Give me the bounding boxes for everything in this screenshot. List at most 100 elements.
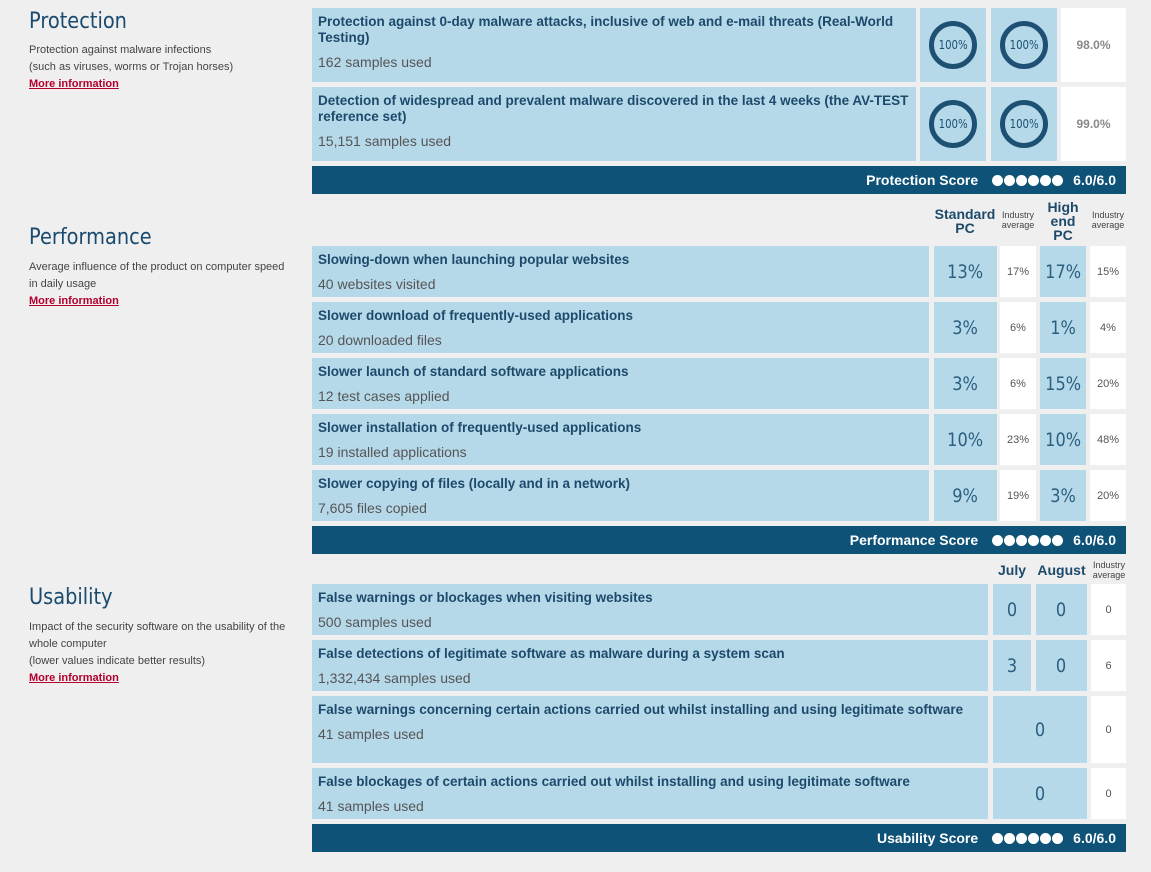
score-dot [1028,832,1040,844]
more-information-link[interactable]: More information [29,78,119,90]
high-end-pc-value: 3% [1040,470,1086,521]
test-name: Slowing-down when launching popular webs… [318,252,630,267]
score-value: 6.0/6.0 [1073,532,1116,548]
section-title-protection: Protection [29,9,127,34]
more-information-link[interactable]: More information [29,672,119,684]
performance-score-bar: Performance Score 6.0/6.0 [312,526,1126,554]
result-month-2: 100% [991,8,1057,82]
score-dots [992,174,1064,186]
result-month-1: 100% [920,87,986,161]
industry-average: 98.0% [1061,8,1126,82]
industry-average: 6 [1091,640,1126,691]
score-label: Performance Score [849,532,979,548]
industry-average: 20% [1090,470,1126,521]
result-ring: 100% [1000,21,1048,69]
performance-description: Average influence of the product on comp… [29,259,294,310]
column-header-industry-average: Industry average [1091,210,1125,230]
score-dots [992,534,1064,546]
score-dot [992,174,1004,186]
industry-average: 20% [1090,358,1126,409]
score-dot [1004,832,1016,844]
test-sample-count: 12 test cases applied [318,388,450,404]
test-sample-count: 1,332,434 samples used [318,670,471,686]
result-month-2: 100% [991,87,1057,161]
test-sample-count: 500 samples used [318,614,432,630]
industry-average: 48% [1090,414,1126,465]
test-name: Slower launch of standard software appli… [318,364,629,379]
july-value: 0 [993,584,1031,635]
score-dot [992,832,1004,844]
test-row-performance-4: Slower installation of frequently-used a… [312,414,929,465]
merged-value: 0 [993,768,1087,819]
score-label: Usability Score [877,830,979,846]
test-sample-count: 19 installed applications [318,444,467,460]
protection-description: Protection against malware infections (s… [29,42,294,93]
column-header-industry-average: Industry average [1001,210,1035,230]
test-sample-count: 40 websites visited [318,276,436,292]
industry-average: 6% [1000,358,1036,409]
august-value: 0 [1036,640,1087,691]
test-sample-count: 20 downloaded files [318,332,442,348]
score-dot [1004,534,1016,546]
result-ring: 100% [1000,100,1048,148]
july-value: 3 [993,640,1031,691]
score-dot [1040,174,1052,186]
standard-pc-value: 10% [934,414,997,465]
industry-average: 0 [1091,696,1126,763]
industry-average: 15% [1090,246,1126,297]
test-row-performance-1: Slowing-down when launching popular webs… [312,246,929,297]
industry-average: 0 [1091,768,1126,819]
standard-pc-value: 13% [934,246,997,297]
test-name: Detection of widespread and prevalent ma… [318,93,909,124]
high-end-pc-value: 15% [1040,358,1086,409]
test-sample-count: 41 samples used [318,726,424,742]
column-header-august: August [1037,562,1086,578]
test-name: False warnings or blockages when visitin… [318,590,653,605]
test-sample-count: 162 samples used [318,54,432,70]
august-value: 0 [1036,584,1087,635]
test-name: Slower installation of frequently-used a… [318,420,642,435]
score-dot [1016,174,1028,186]
industry-average: 4% [1090,302,1126,353]
merged-value: 0 [993,696,1087,763]
column-header-july: July [997,562,1026,578]
test-row-usability-4: False blockages of certain actions carri… [312,768,988,819]
test-sample-count: 15,151 samples used [318,133,452,149]
test-name: Slower download of frequently-used appli… [318,308,634,323]
section-title-usability: Usability [29,585,113,610]
industry-average: 19% [1000,470,1036,521]
industry-average: 23% [1000,414,1036,465]
high-end-pc-value: 17% [1040,246,1086,297]
description-line: Impact of the security software on the u… [29,621,286,650]
standard-pc-value: 9% [934,470,997,521]
standard-pc-value: 3% [934,302,997,353]
score-dot [1052,832,1064,844]
score-dot [1028,534,1040,546]
test-name: False blockages of certain actions carri… [318,774,910,789]
usability-score-bar: Usability Score 6.0/6.0 [312,824,1126,852]
section-title-performance: Performance [29,225,152,250]
score-dot [1028,174,1040,186]
test-sample-count: 7,605 files copied [318,500,427,516]
test-name: Protection against 0-day malware attacks… [318,14,894,45]
column-header-industry-average: Industry average [1092,560,1126,580]
result-ring: 100% [929,100,977,148]
protection-score-bar: Protection Score 6.0/6.0 [312,166,1126,194]
test-row-performance-5: Slower copying of files (locally and in … [312,470,929,521]
score-dot [1016,534,1028,546]
result-ring: 100% [929,21,977,69]
test-name: Slower copying of files (locally and in … [318,476,631,491]
test-row-usability-3: False warnings concerning certain action… [312,696,988,763]
more-information-link[interactable]: More information [29,295,119,307]
description-line: Protection against malware infections [29,44,212,56]
description-line: Average influence of the product on comp… [29,261,285,290]
industry-average: 0 [1091,584,1126,635]
usability-description: Impact of the security software on the u… [29,619,294,687]
column-header-high-end-pc: High end PC [1047,199,1079,243]
score-dot [1052,534,1064,546]
column-header-standard-pc: Standard PC [934,206,996,236]
standard-pc-value: 3% [934,358,997,409]
test-row-usability-1: False warnings or blockages when visitin… [312,584,988,635]
score-dots [992,832,1064,844]
test-sample-count: 41 samples used [318,798,424,814]
